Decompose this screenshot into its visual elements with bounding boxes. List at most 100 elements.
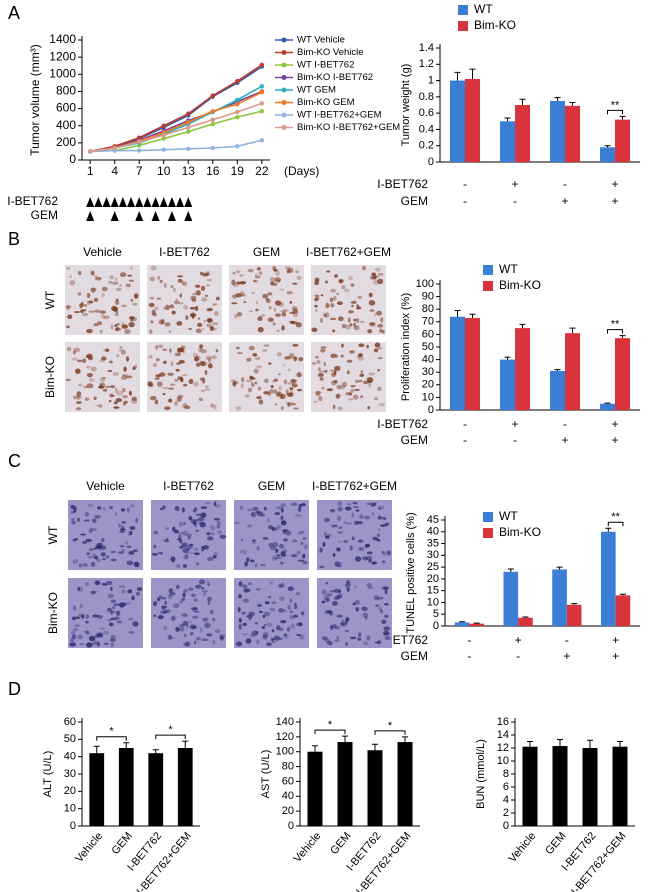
- micrograph-cell: [206, 323, 212, 328]
- micrograph-cell: [66, 325, 70, 329]
- micrograph-cell: [333, 639, 340, 642]
- micrograph-cell: [191, 313, 195, 319]
- micrograph-cell: [77, 613, 83, 618]
- micrograph-cell: [280, 503, 286, 508]
- micrograph-cell: [258, 271, 263, 275]
- y-tick-label: 25: [427, 561, 439, 573]
- micrograph-cell: [205, 355, 212, 361]
- data-point: [235, 78, 240, 84]
- legend-marker: [281, 37, 287, 43]
- micrograph-cell: [176, 396, 182, 402]
- micrograph-cell: [161, 605, 168, 608]
- significance-label: *: [328, 719, 333, 731]
- micrograph-cell: [251, 630, 259, 636]
- micrograph-cell: [384, 635, 391, 641]
- micrograph-cell: [289, 610, 294, 613]
- micrograph-cell: [206, 532, 211, 536]
- micrograph-cell: [114, 512, 118, 516]
- micrograph-cell: [88, 528, 93, 534]
- micrograph-cell: [261, 625, 266, 629]
- micrograph-cell: [212, 303, 218, 306]
- micrograph-cell: [361, 606, 368, 611]
- micrograph-cell: [70, 510, 76, 514]
- data-point: [259, 138, 265, 143]
- data-point: [210, 117, 215, 122]
- significance-bracket: [314, 729, 346, 735]
- micrograph-cell: [314, 280, 319, 286]
- micrograph-cell: [206, 284, 210, 287]
- micrograph-cell: [179, 627, 185, 632]
- micrograph-cell: [358, 632, 362, 637]
- dosing-label: GEM: [31, 208, 58, 222]
- micrograph-cell: [114, 324, 118, 327]
- micrograph-cell: [333, 274, 339, 278]
- micrograph-cell: [107, 369, 113, 372]
- error-bar: [372, 743, 378, 751]
- series-line: [90, 110, 263, 153]
- treatment-mark: +: [611, 177, 618, 191]
- y-tick-label: 14: [497, 729, 509, 741]
- bar: [615, 338, 630, 410]
- micrograph-cell: [280, 550, 286, 556]
- micrograph-cell: [128, 617, 134, 621]
- micrograph-cell: [279, 288, 286, 291]
- micrograph-cell: [356, 304, 360, 310]
- micrograph-cell: [321, 636, 328, 641]
- y-tick-label: 40: [282, 790, 294, 802]
- micrograph-cell: [200, 349, 207, 354]
- micrograph-cell: [263, 344, 270, 347]
- micrograph-cell: [110, 558, 117, 562]
- micrograph-cell: [351, 512, 355, 518]
- micrograph-cell: [115, 398, 123, 403]
- micrograph-cell: [162, 392, 166, 396]
- micrograph-cell: [384, 589, 388, 595]
- micrograph-cell: [214, 629, 221, 634]
- y-axis-label: AST (U/L): [260, 750, 272, 799]
- micrograph-cell: [186, 533, 192, 538]
- micrograph-cell: [287, 267, 294, 273]
- treatment-mark: -: [513, 194, 517, 208]
- micrograph-cell: [217, 530, 223, 535]
- micrograph-cell: [174, 400, 178, 406]
- micrograph-cell: [287, 382, 295, 385]
- micrograph-cell: [191, 607, 198, 611]
- bar: [500, 359, 515, 410]
- micrograph-cell: [209, 325, 215, 331]
- micrograph-cell: [105, 348, 110, 352]
- micrograph-cell: [148, 302, 155, 308]
- micrograph-cell: [121, 521, 127, 524]
- treatment-mark: +: [611, 417, 618, 431]
- micrograph: [234, 500, 309, 570]
- micrograph-cell: [322, 541, 326, 547]
- micrograph-cell: [349, 545, 353, 551]
- micrograph-cell: [182, 621, 189, 626]
- micrograph-cell: [164, 600, 168, 605]
- micrograph-cell: [116, 322, 120, 326]
- micrograph-cell: [178, 531, 184, 535]
- micrograph-cell: [247, 582, 253, 586]
- micrograph-cell: [330, 353, 338, 358]
- micrograph-cell: [87, 555, 93, 559]
- micrograph-cell: [129, 530, 133, 536]
- micrograph-cell: [85, 538, 92, 542]
- data-point: [137, 148, 142, 153]
- micrograph-cell: [194, 356, 199, 362]
- micrograph-cell: [383, 517, 386, 520]
- legend-label: Bim-KO GEM: [297, 97, 355, 108]
- micrograph-cell: [250, 377, 256, 380]
- micrograph-cell: [324, 369, 328, 373]
- micrograph-cell: [157, 276, 160, 280]
- micrograph-cell: [331, 372, 336, 378]
- micrograph-cell: [280, 620, 287, 624]
- micrograph-cell: [291, 383, 298, 388]
- y-tick-label: 400: [56, 118, 76, 132]
- micrograph-cell: [268, 525, 273, 530]
- micrograph-cell: [243, 300, 247, 303]
- micrograph-cell: [235, 346, 240, 350]
- micrograph-cell: [183, 589, 188, 593]
- micrograph-cell: [379, 524, 387, 527]
- micrograph-cell: [107, 607, 112, 611]
- micrograph-cell: [200, 506, 208, 509]
- y-tick-label: 30: [64, 768, 76, 780]
